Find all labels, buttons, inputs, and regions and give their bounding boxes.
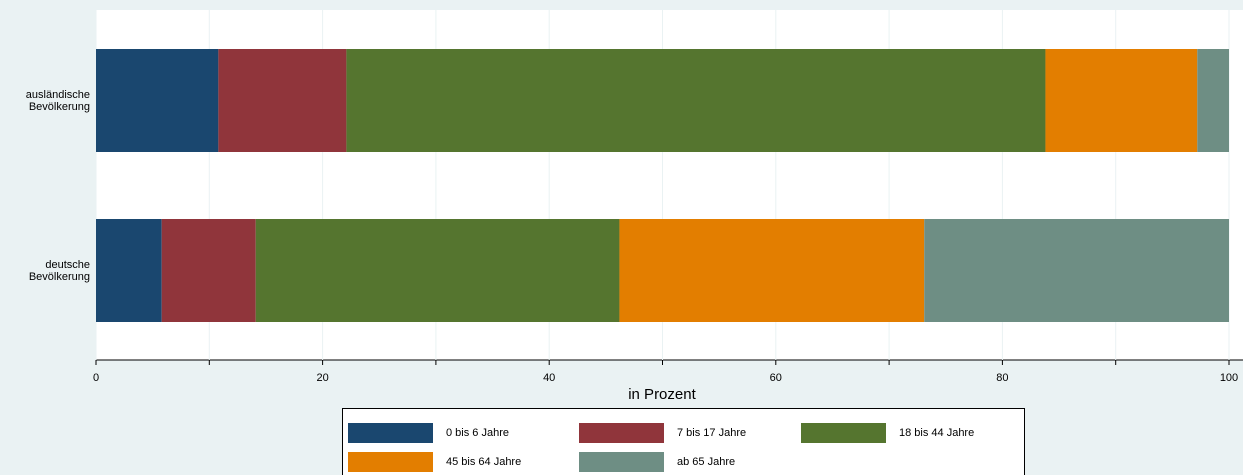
bar-segment [1045, 49, 1198, 152]
bar-segment [161, 219, 256, 322]
y-tick-label: deutsche Bevölkerung [28, 258, 90, 283]
x-tick-label: 40 [543, 372, 555, 384]
x-axis-label: in Prozent [628, 386, 696, 403]
legend-swatch [579, 452, 664, 472]
bar-segment [96, 49, 219, 152]
x-tick-label: 100 [1220, 372, 1238, 384]
x-tick-label: 20 [316, 372, 328, 384]
bar-segment [218, 49, 347, 152]
legend-swatch [348, 423, 433, 443]
bar-segment [924, 219, 1229, 322]
legend-label: 45 bis 64 Jahre [446, 456, 521, 468]
bar-segment [96, 219, 162, 322]
legend-label: ab 65 Jahre [677, 456, 735, 468]
x-tick-label: 0 [93, 372, 99, 384]
bar-segment [346, 49, 1046, 152]
bar-segment [1197, 49, 1229, 152]
legend-label: 18 bis 44 Jahre [899, 427, 974, 439]
legend-swatch [348, 452, 433, 472]
y-tick-label: ausländische Bevölkerung [25, 88, 90, 113]
x-tick-label: 80 [996, 372, 1008, 384]
legend-label: 0 bis 6 Jahre [446, 427, 509, 439]
legend-box [342, 408, 1025, 475]
legend-swatch [579, 423, 664, 443]
bar-segment [619, 219, 925, 322]
legend-label: 7 bis 17 Jahre [677, 427, 746, 439]
bar-segment [255, 219, 620, 322]
legend-swatch [801, 423, 886, 443]
x-tick-label: 60 [770, 372, 782, 384]
